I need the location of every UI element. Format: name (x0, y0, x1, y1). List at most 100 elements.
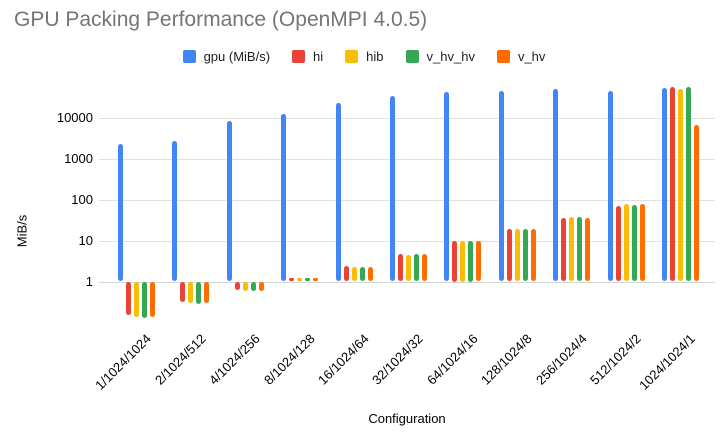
bar-hib[interactable] (133, 281, 139, 317)
x-tick-label: 32/1024/32 (369, 331, 427, 388)
bar-gpu-mib-s[interactable] (498, 91, 504, 282)
gridline (99, 281, 715, 283)
bar-v-hv-hv[interactable] (305, 278, 311, 282)
bar-v-hv-hv[interactable] (522, 228, 528, 282)
chart-title: GPU Packing Performance (OpenMPI 4.0.5) (14, 8, 428, 31)
x-tick-label: 4/1024/256 (206, 331, 263, 388)
bar-v-hv[interactable] (694, 125, 700, 282)
y-tick-label: 10 (78, 233, 93, 248)
x-tick-label: 512/1024/2 (587, 331, 644, 388)
bar-hi[interactable] (289, 277, 295, 282)
bar-hib[interactable] (623, 204, 629, 282)
bar-hi[interactable] (615, 205, 621, 282)
legend-label: v_hv (517, 48, 546, 64)
bar-v-hv-hv[interactable] (141, 281, 147, 318)
bar-v-hv-hv[interactable] (631, 205, 637, 282)
bar-gpu-mib-s[interactable] (553, 88, 559, 282)
gridline (99, 117, 715, 119)
bar-hi[interactable] (452, 240, 458, 282)
bar-v-hv-hv[interactable] (577, 217, 583, 282)
bar-hi[interactable] (234, 281, 240, 290)
bar-v-hv-hv[interactable] (468, 240, 474, 282)
bar-gpu-mib-s[interactable] (281, 113, 287, 282)
bar-v-hv[interactable] (204, 281, 210, 303)
bar-gpu-mib-s[interactable] (117, 144, 123, 282)
bar-hi[interactable] (670, 87, 676, 282)
bar-v-hv[interactable] (639, 204, 645, 282)
x-tick-label: 2/1024/512 (151, 331, 209, 388)
bar-gpu-mib-s[interactable] (389, 96, 395, 282)
bar-hib[interactable] (405, 255, 411, 282)
bar-hib[interactable] (297, 278, 303, 282)
legend-label: hib (366, 48, 384, 64)
legend-color-swatch (405, 49, 419, 63)
bar-group (490, 86, 544, 320)
bar-hib[interactable] (678, 88, 684, 282)
bar-gpu-mib-s[interactable] (335, 102, 341, 282)
bar-v-hv-hv[interactable] (413, 254, 419, 282)
y-tick-label: 1 (85, 274, 93, 289)
legend-label: hi (313, 48, 324, 64)
plot-area (99, 86, 715, 320)
bar-group (109, 86, 163, 320)
x-tick-label: 8/1024/128 (260, 331, 318, 388)
bar-hi[interactable] (506, 229, 512, 282)
bar-group (381, 86, 435, 320)
bar-v-hv[interactable] (149, 281, 155, 317)
bar-v-hv[interactable] (313, 278, 319, 282)
bar-hi[interactable] (180, 281, 186, 303)
x-tick-label: 16/1024/64 (315, 331, 372, 388)
bar-v-hv-hv[interactable] (250, 281, 256, 292)
bar-v-hv[interactable] (530, 229, 536, 282)
legend-label: v_hv_hv (426, 48, 475, 64)
bar-hib[interactable] (188, 281, 194, 303)
bar-v-hv-hv[interactable] (359, 266, 365, 282)
bar-hib[interactable] (514, 229, 520, 282)
bar-v-hv[interactable] (421, 254, 427, 282)
bar-group (327, 86, 381, 320)
legend: gpu (MiB/s) hi hib v_hv_hv v_hv (0, 48, 728, 64)
x-tick-label: 64/1024/16 (423, 331, 481, 388)
legend-item-gpu-mib-s: gpu (MiB/s) (182, 48, 271, 64)
x-tick-label: 256/1024/4 (532, 331, 590, 388)
gridline (99, 240, 715, 242)
bar-group (654, 86, 708, 320)
bar-v-hv[interactable] (476, 240, 482, 282)
x-axis-title: Configuration (368, 411, 446, 426)
legend-item-v-hv-hv: v_hv_hv (405, 48, 475, 64)
bar-group (163, 86, 217, 320)
bar-hi[interactable] (343, 265, 349, 282)
bar-gpu-mib-s[interactable] (607, 91, 613, 282)
y-tick-label: 1000 (64, 151, 93, 166)
x-tick-label: 1/1024/1024 (92, 331, 154, 393)
bar-hib[interactable] (460, 240, 466, 282)
bar-hi[interactable] (125, 281, 131, 316)
y-tick-label: 100 (71, 192, 93, 207)
bar-v-hv-hv[interactable] (686, 87, 692, 282)
bar-v-hv-hv[interactable] (196, 281, 202, 304)
bar-hib[interactable] (351, 266, 357, 282)
bar-gpu-mib-s[interactable] (172, 141, 178, 282)
bar-hib[interactable] (242, 281, 248, 291)
bar-gpu-mib-s[interactable] (662, 87, 668, 282)
bar-v-hv[interactable] (367, 266, 373, 282)
x-tick-label: 128/1024/8 (478, 331, 535, 388)
bar-v-hv[interactable] (585, 217, 591, 282)
bar-hi[interactable] (561, 218, 567, 282)
legend-color-swatch (182, 49, 196, 63)
bar-gpu-mib-s[interactable] (226, 121, 232, 282)
legend-color-swatch (345, 49, 359, 63)
bar-hi[interactable] (397, 253, 403, 282)
bar-group (436, 86, 490, 320)
legend-color-swatch (292, 49, 306, 63)
bar-group (599, 86, 653, 320)
bar-v-hv[interactable] (258, 281, 264, 291)
x-tick-label: 1024/1024/1 (636, 331, 699, 393)
legend-item-hib: hib (345, 48, 384, 64)
y-tick-label: 10000 (56, 110, 93, 125)
bar-group (545, 86, 599, 320)
bar-hib[interactable] (569, 217, 575, 282)
bar-group (272, 86, 326, 320)
legend-label: gpu (MiB/s) (203, 48, 271, 64)
bar-gpu-mib-s[interactable] (444, 91, 450, 282)
